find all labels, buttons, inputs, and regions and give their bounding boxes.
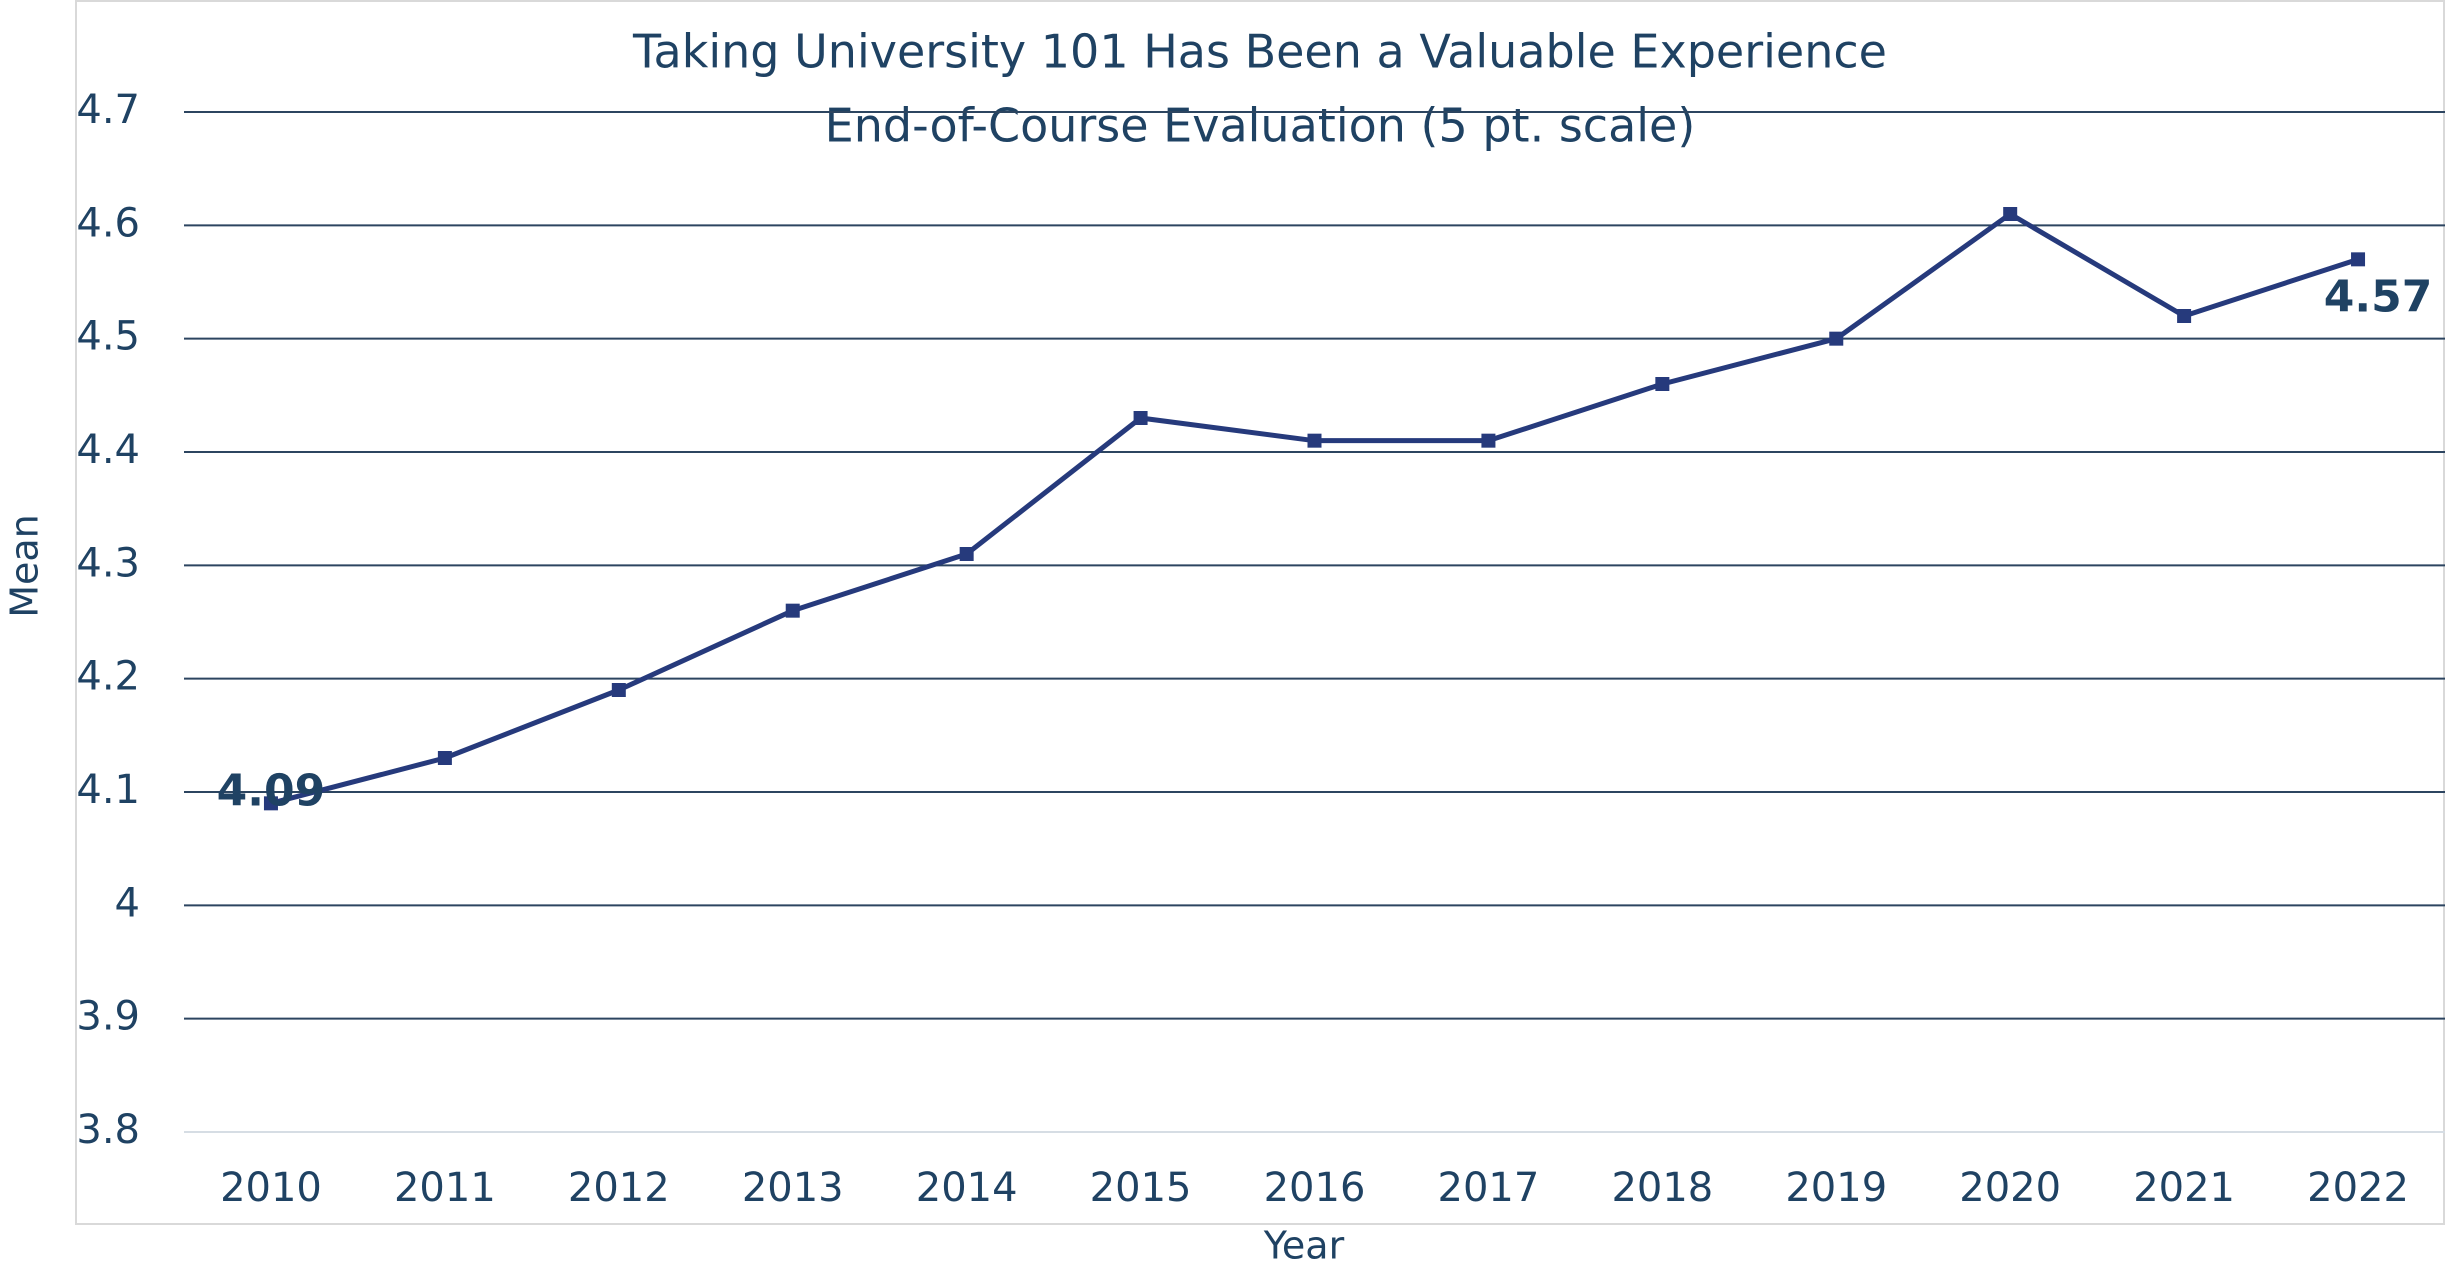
data-label: 4.09 [217,765,326,816]
x-tick-label: 2011 [394,1165,496,1211]
data-point [2177,309,2192,323]
y-tick-label: 3.9 [76,994,140,1040]
data-point [1307,433,1322,448]
chart-frame [75,0,2445,1225]
y-tick-label: 4.6 [76,200,140,246]
x-tick-label: 2012 [568,1165,670,1211]
y-axis-title: Mean [3,514,47,618]
y-tick-label: 4 [115,880,140,926]
x-tick-label: 2014 [916,1165,1018,1211]
data-label: 4.57 [2324,271,2433,322]
x-tick-label: 2017 [1438,1165,1540,1211]
y-tick-label: 3.8 [76,1107,140,1153]
data-point [1829,331,1844,346]
series-line [270,211,2359,806]
y-tick-label: 4.4 [76,427,140,473]
chart-title: Taking University 101 Has Been a Valuabl… [632,25,1887,79]
data-point [785,603,800,618]
chart-subtitle: End-of-Course Evaluation (5 pt. scale) [825,99,1696,153]
x-tick-label: 2013 [742,1165,844,1211]
data-point [959,547,974,561]
x-tick-label: 2021 [2133,1165,2235,1211]
data-point [611,683,626,697]
y-tick-label: 4.1 [76,767,140,813]
data-point [263,796,278,811]
y-tick-label: 4.3 [76,540,140,586]
y-tick-label: 4.5 [76,314,140,360]
x-tick-label: 2020 [1959,1165,2061,1211]
y-tick-label: 4.2 [76,654,140,700]
x-axis-title: Year [1263,1224,1345,1268]
x-tick-label: 2015 [1090,1165,1192,1211]
x-tick-label: 2010 [220,1165,322,1211]
x-tick-label: 2019 [1785,1165,1887,1211]
data-point [1133,411,1148,425]
data-point [1481,433,1496,448]
y-tick-label: 4.7 [76,87,140,133]
x-tick-label: 2018 [1611,1165,1713,1211]
data-point [2351,252,2366,267]
x-tick-label: 2022 [2307,1165,2409,1211]
data-point [1655,377,1670,391]
data-point [2003,207,2018,221]
data-point [437,751,452,765]
x-tick-label: 2016 [1264,1165,1366,1211]
